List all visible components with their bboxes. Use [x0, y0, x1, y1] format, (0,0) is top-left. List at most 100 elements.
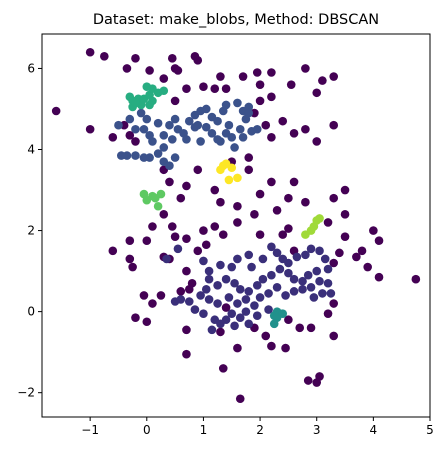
data-point-cluster-2-0 — [199, 256, 208, 266]
y-tick-label: 2 — [27, 224, 35, 238]
data-point-cluster-0-114 — [295, 323, 305, 333]
data-point-cluster-0-78 — [374, 272, 384, 282]
data-point-cluster-1-18 — [233, 98, 242, 108]
points-layer — [51, 47, 421, 404]
data-point-cluster-0-91 — [125, 236, 135, 245]
data-point-cluster-0-29 — [312, 137, 322, 146]
data-point-cluster-2-66 — [244, 319, 254, 329]
data-point-cluster-0-108 — [233, 343, 242, 353]
data-point-cluster-0-72 — [340, 232, 350, 241]
data-point-cluster-1-52 — [224, 120, 234, 130]
data-point-cluster-0-122 — [235, 394, 245, 404]
data-point-cluster-1-45 — [196, 137, 205, 146]
data-point-cluster-1-10 — [184, 116, 194, 126]
data-point-cluster-2-44 — [281, 291, 290, 300]
data-point-cluster-0-111 — [267, 341, 276, 351]
data-point-cluster-2-29 — [230, 278, 239, 288]
data-point-cluster-0-107 — [216, 327, 225, 337]
data-point-cluster-6-4 — [309, 222, 319, 231]
data-point-cluster-0-59 — [182, 234, 191, 243]
data-point-cluster-2-52 — [309, 293, 319, 302]
data-point-cluster-1-2 — [131, 124, 140, 134]
y-tick-label: 6 — [27, 61, 35, 75]
data-point-cluster-0-102 — [156, 291, 166, 300]
data-point-cluster-2-17 — [323, 264, 333, 274]
data-point-cluster-1-44 — [145, 131, 154, 140]
data-point-cluster-0-87 — [193, 246, 203, 256]
data-point-cluster-0-73 — [369, 226, 378, 235]
data-point-cluster-0-66 — [301, 197, 310, 207]
data-point-cluster-0-38 — [108, 133, 118, 142]
data-point-cluster-0-68 — [340, 185, 350, 195]
data-point-cluster-2-6 — [247, 262, 256, 272]
data-point-cluster-2-39 — [241, 295, 251, 304]
data-point-cluster-0-53 — [233, 201, 242, 211]
data-point-cluster-0-25 — [261, 120, 271, 130]
data-point-cluster-1-7 — [170, 114, 180, 124]
data-point-cluster-2-35 — [204, 295, 214, 304]
data-point-cluster-0-54 — [216, 197, 225, 207]
x-tick-label: 4 — [370, 423, 378, 437]
data-point-cluster-0-116 — [323, 309, 333, 318]
data-point-cluster-0-12 — [216, 72, 225, 81]
data-point-cluster-0-106 — [182, 349, 191, 359]
data-point-cluster-1-49 — [139, 124, 149, 134]
data-point-cluster-0-77 — [363, 262, 372, 272]
data-point-cluster-2-18 — [312, 266, 322, 276]
data-point-cluster-0-51 — [289, 177, 299, 187]
data-point-cluster-4-5 — [131, 98, 140, 108]
data-point-cluster-1-51 — [190, 122, 200, 132]
data-point-cluster-0-11 — [210, 84, 220, 94]
data-point-cluster-0-41 — [125, 131, 135, 140]
data-point-cluster-0-2 — [131, 54, 140, 63]
data-point-cluster-2-55 — [227, 309, 237, 318]
chart-title: Dataset: make_blobs, Method: DBSCAN — [93, 12, 379, 28]
data-point-cluster-0-1 — [100, 51, 109, 61]
data-point-cluster-2-16 — [320, 254, 330, 264]
data-point-cluster-0-64 — [272, 206, 282, 215]
data-point-cluster-2-38 — [233, 299, 242, 308]
data-point-cluster-2-47 — [306, 283, 316, 292]
data-point-cluster-2-32 — [204, 274, 214, 284]
data-point-cluster-0-28 — [301, 124, 310, 134]
data-point-cluster-0-93 — [128, 262, 137, 272]
data-point-cluster-1-33 — [159, 143, 169, 152]
data-point-cluster-0-32 — [221, 84, 231, 94]
data-point-cluster-0-90 — [108, 246, 118, 256]
data-point-cluster-0-23 — [255, 96, 265, 106]
data-point-cluster-0-55 — [176, 193, 186, 203]
data-point-cluster-1-24 — [227, 133, 237, 142]
data-point-cluster-0-69 — [340, 210, 350, 219]
data-point-cluster-0-49 — [244, 153, 254, 162]
data-point-cluster-0-35 — [170, 96, 180, 106]
data-point-cluster-0-7 — [193, 56, 203, 65]
data-point-cluster-2-42 — [264, 289, 273, 298]
data-point-cluster-2-61 — [184, 297, 194, 306]
data-point-cluster-1-35 — [153, 149, 163, 158]
data-point-cluster-1-46 — [207, 129, 217, 138]
data-point-cluster-2-43 — [272, 283, 282, 292]
data-point-cluster-1-42 — [165, 161, 174, 171]
data-point-cluster-0-44 — [182, 181, 191, 191]
data-point-cluster-0-18 — [301, 64, 310, 73]
data-point-cluster-1-15 — [213, 116, 222, 126]
data-point-cluster-1-27 — [252, 124, 262, 134]
data-point-cluster-2-58 — [210, 315, 220, 325]
data-point-cluster-7-3 — [224, 175, 234, 185]
data-point-cluster-0-46 — [210, 185, 220, 195]
data-point-cluster-2-21 — [289, 274, 299, 284]
data-point-cluster-2-13 — [301, 250, 310, 260]
data-point-cluster-0-56 — [159, 210, 169, 219]
data-point-cluster-1-25 — [238, 133, 248, 142]
data-point-cluster-0-81 — [335, 248, 344, 258]
data-point-cluster-0-96 — [182, 266, 191, 276]
data-point-cluster-0-9 — [145, 66, 154, 75]
data-point-cluster-0-16 — [267, 68, 276, 77]
data-point-cluster-0-123 — [218, 364, 228, 373]
data-point-cluster-1-0 — [125, 114, 135, 124]
data-point-cluster-0-22 — [267, 92, 276, 102]
data-point-cluster-0-62 — [233, 218, 242, 227]
data-point-cluster-0-45 — [193, 165, 203, 175]
data-point-cluster-1-6 — [165, 120, 174, 130]
